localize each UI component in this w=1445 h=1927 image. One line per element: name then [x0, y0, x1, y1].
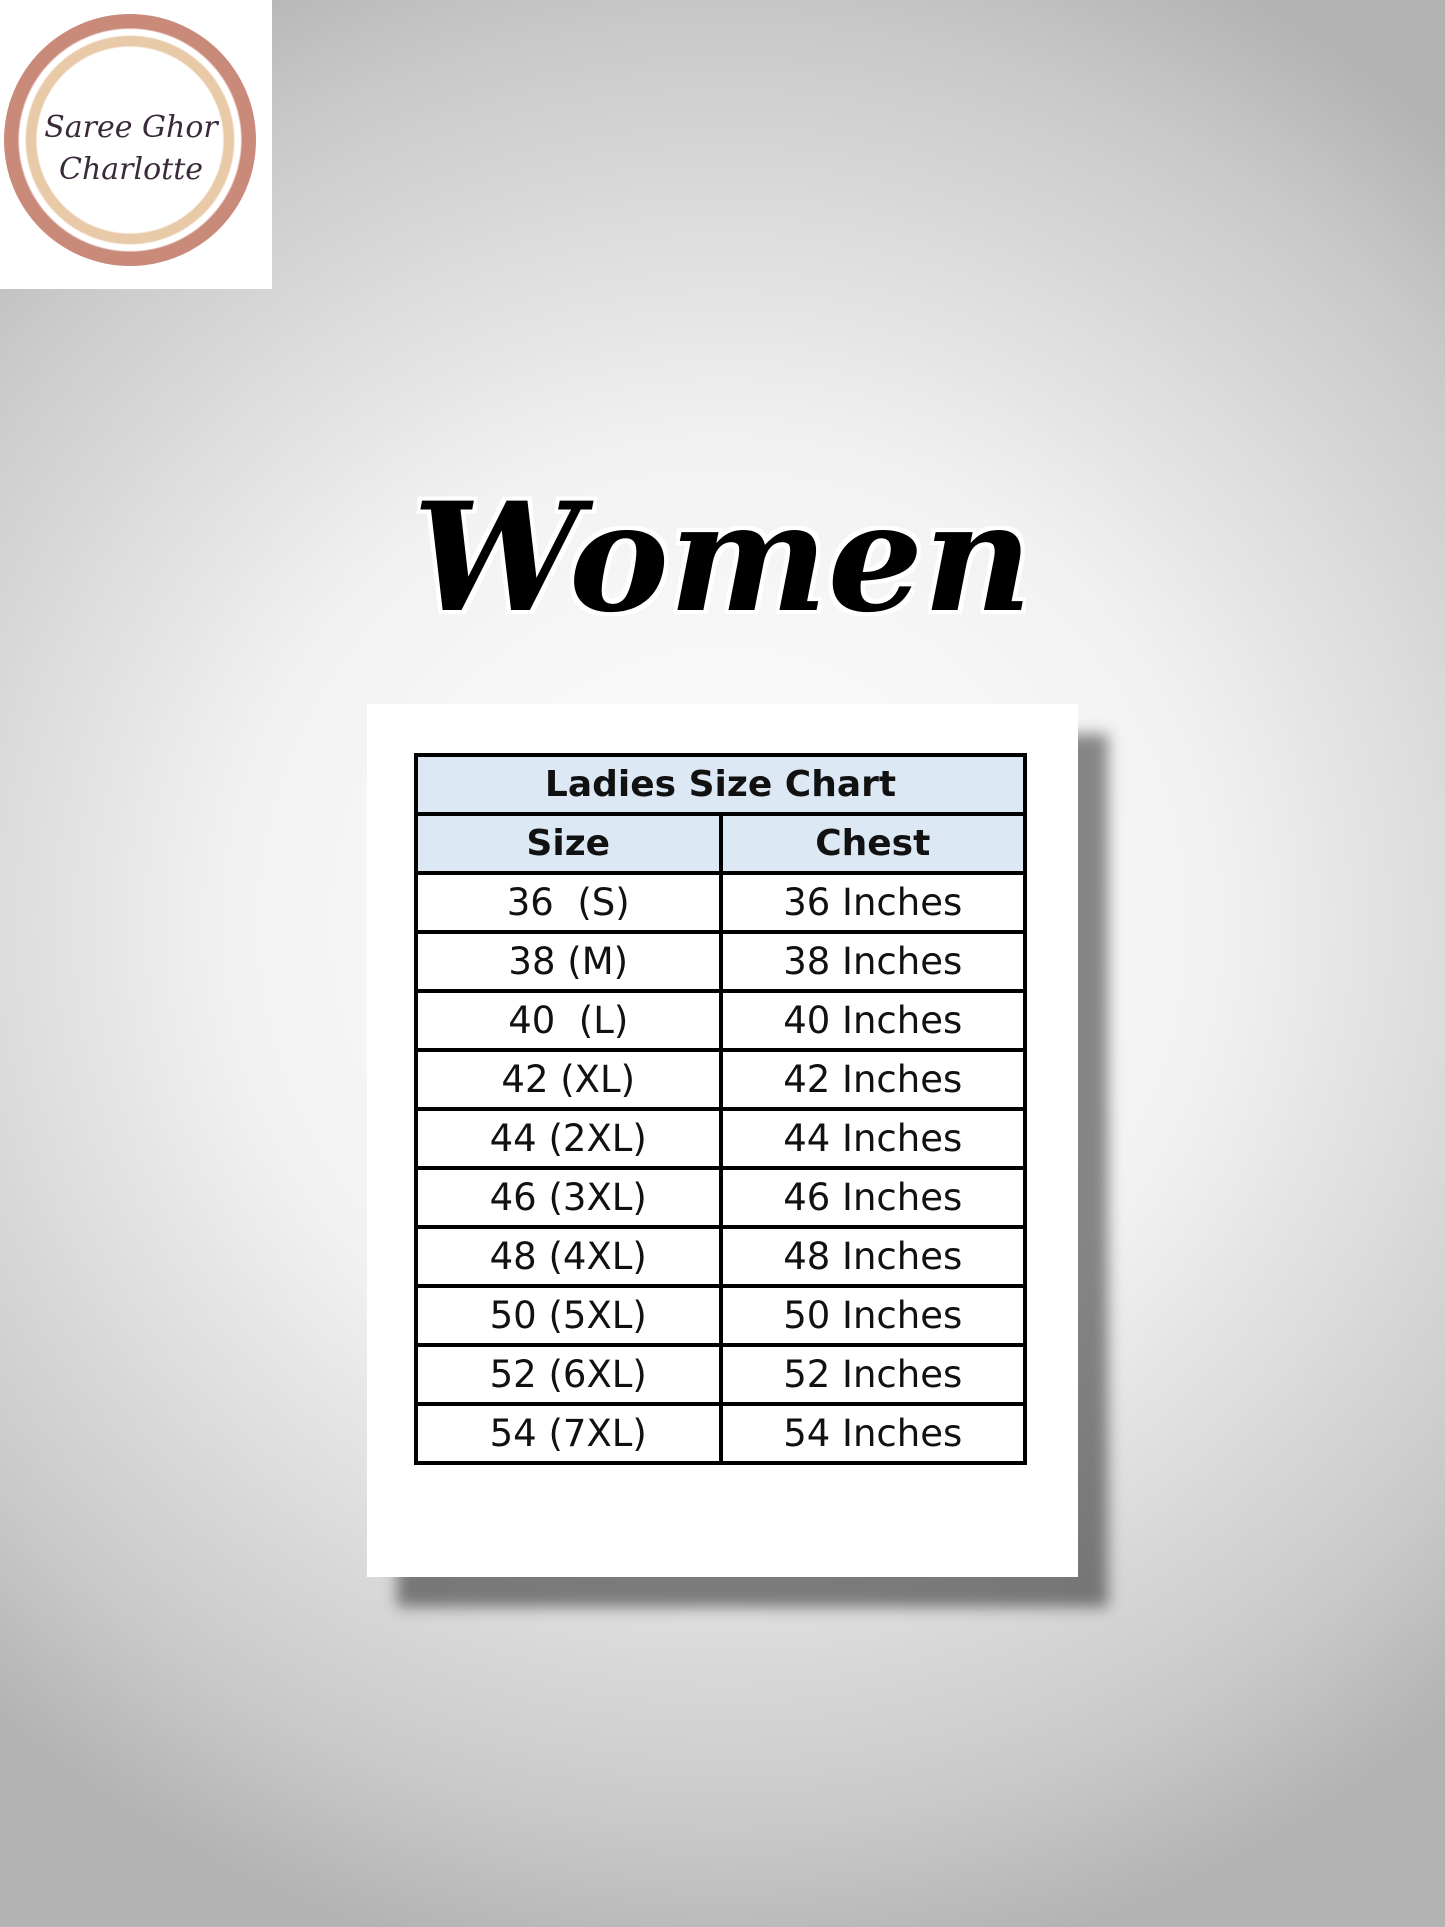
- table-cell: 42 (XL): [414, 1048, 723, 1111]
- table-cell: 40 Inches: [718, 989, 1027, 1052]
- table-title: Ladies Size Chart: [414, 753, 1027, 816]
- table-cell: 38 (M): [414, 930, 723, 993]
- size-card: Ladies Size Chart Size Chest 36 (S) 36 In…: [367, 704, 1078, 1577]
- logo-text: Charlotte: [58, 152, 204, 187]
- table-cell: 52 (6XL): [414, 1343, 723, 1406]
- table-cell: 42 Inches: [718, 1048, 1027, 1111]
- table-row: 46 (3XL) 46 Inches: [414, 1166, 1027, 1229]
- table-cell: 36 (S): [414, 871, 723, 934]
- table-cell: 54 Inches: [718, 1402, 1027, 1465]
- table-row: 48 (4XL) 48 Inches: [414, 1225, 1027, 1288]
- table-row: 54 (7XL) 54 Inches: [414, 1402, 1027, 1465]
- column-header: Chest: [718, 812, 1027, 875]
- table-cell: 52 Inches: [718, 1343, 1027, 1406]
- table-cell: 46 (3XL): [414, 1166, 723, 1229]
- size-table: Ladies Size Chart Size Chest 36 (S) 36 In…: [414, 753, 1027, 1465]
- table-row: 42 (XL) 42 Inches: [414, 1048, 1027, 1111]
- table-cell: 46 Inches: [718, 1166, 1027, 1229]
- column-header: Size: [414, 812, 723, 875]
- table-cell: 50 Inches: [718, 1284, 1027, 1347]
- logo: Saree Ghor Charlotte: [0, 0, 272, 289]
- table-cell: 44 Inches: [718, 1107, 1027, 1170]
- table-cell: 44 (2XL): [414, 1107, 723, 1170]
- table-row: 44 (2XL) 44 Inches: [414, 1107, 1027, 1170]
- table-cell: 50 (5XL): [414, 1284, 723, 1347]
- table-cell: 38 Inches: [718, 930, 1027, 993]
- table-cell: 48 (4XL): [414, 1225, 723, 1288]
- logo-ring: [4, 14, 256, 266]
- table-cell: 48 Inches: [718, 1225, 1027, 1288]
- table-row: 52 (6XL) 52 Inches: [414, 1343, 1027, 1406]
- table-row: 36 (S) 36 Inches: [414, 871, 1027, 934]
- table-cell: 40 (L): [414, 989, 723, 1052]
- heading: Women: [412, 470, 1033, 646]
- table-row: 40 (L) 40 Inches: [414, 989, 1027, 1052]
- logo-text: Saree Ghor: [44, 110, 218, 145]
- table-cell: 54 (7XL): [414, 1402, 723, 1465]
- table-row: 38 (M) 38 Inches: [414, 930, 1027, 993]
- table-cell: 36 Inches: [718, 871, 1027, 934]
- table-row: 50 (5XL) 50 Inches: [414, 1284, 1027, 1347]
